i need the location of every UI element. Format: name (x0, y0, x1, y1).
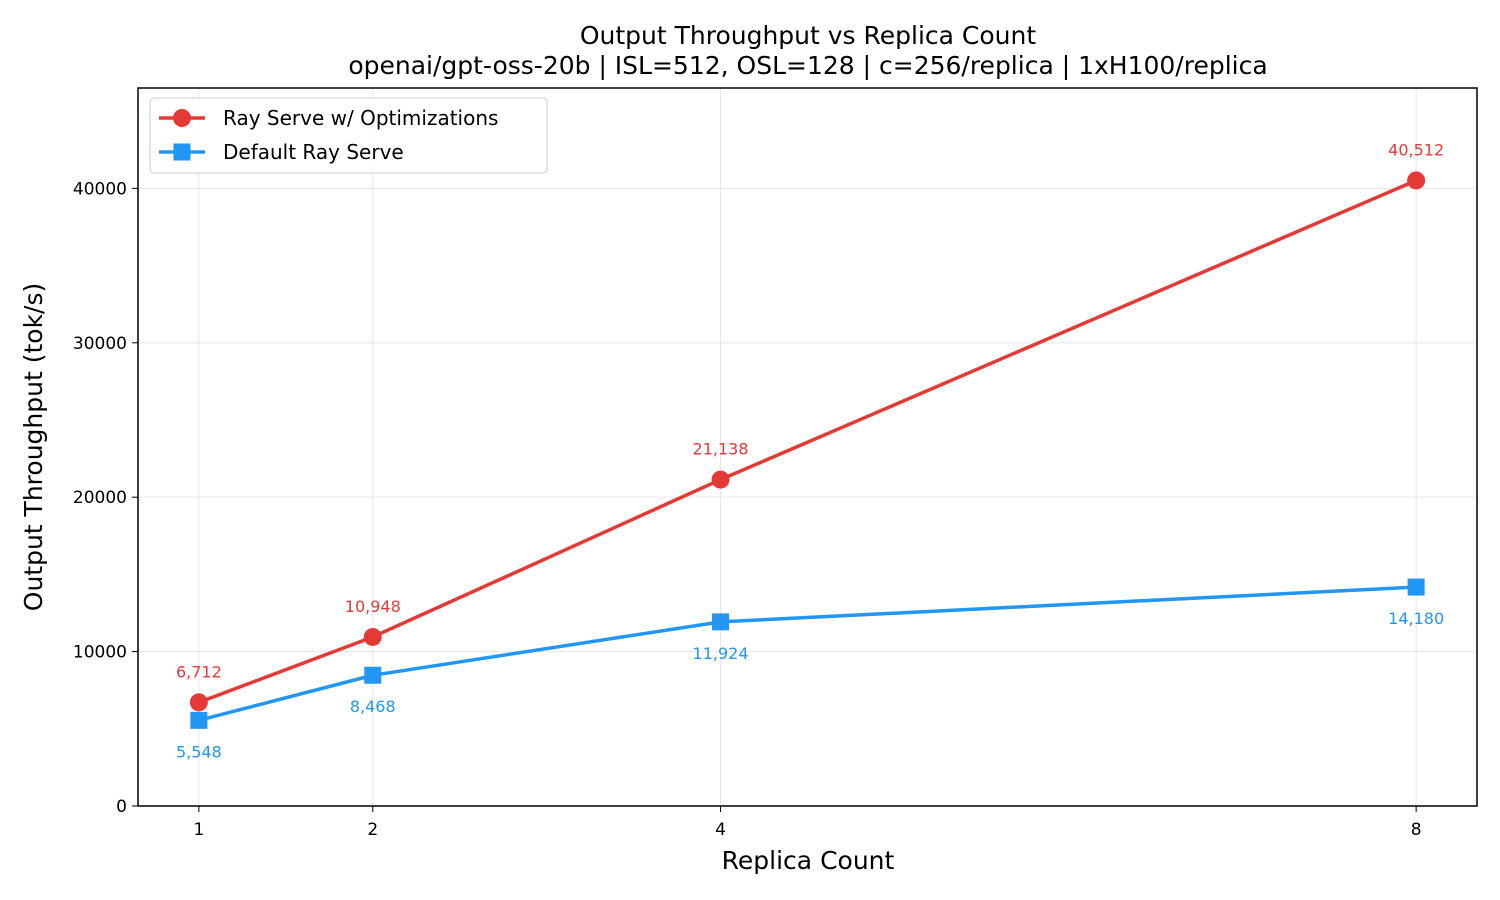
data-label: 8,468 (350, 697, 396, 716)
x-tick-label: 4 (715, 820, 726, 840)
x-axis-ticks: 1 2 4 8 (193, 806, 1422, 840)
y-tick-label: 10000 (73, 643, 127, 663)
legend-label: Default Ray Serve (223, 140, 404, 164)
legend: Ray Serve w/ Optimizations Default Ray Se… (149, 97, 548, 174)
chart-title: Output Throughput vs Replica Count (580, 21, 1037, 50)
x-tick-label: 2 (367, 820, 378, 840)
legend-box (149, 97, 548, 174)
chart-subtitle: openai/gpt-oss-20b | ISL=512, OSL=128 | … (348, 51, 1267, 80)
y-axis-label: Output Throughput (tok/s) (19, 283, 48, 611)
y-tick-label: 20000 (73, 488, 127, 508)
plot-area-frame (137, 87, 1478, 807)
legend-marker (173, 109, 191, 127)
data-point (189, 693, 208, 712)
y-axis-ticks: 0 10000 20000 30000 40000 (73, 179, 138, 817)
data-label: 6,712 (176, 662, 222, 681)
y-tick-label: 40000 (73, 179, 127, 199)
data-labels: 6,712 10,948 21,138 40,512 5,548 8,468 11,924 1… (176, 140, 1444, 761)
data-point (1407, 171, 1426, 190)
series-lines (189, 171, 1426, 729)
x-tick-label: 8 (1411, 820, 1422, 840)
data-point (1407, 578, 1425, 596)
x-axis-label: Replica Count (722, 846, 895, 875)
x-tick-label: 1 (193, 820, 204, 840)
legend-label: Ray Serve w/ Optimizations (223, 106, 498, 130)
data-point (363, 627, 382, 646)
series-line-2 (197, 585, 1418, 723)
grid-lines (138, 88, 1477, 807)
data-label: 40,512 (1388, 140, 1444, 159)
data-label: 14,180 (1388, 609, 1444, 628)
data-label: 11,924 (693, 644, 749, 663)
y-tick-label: 30000 (73, 334, 127, 354)
y-tick-label: 0 (116, 797, 127, 817)
data-point (364, 666, 382, 684)
legend-marker (173, 143, 191, 161)
data-label: 10,948 (345, 597, 401, 616)
data-point (712, 613, 730, 631)
data-point (190, 711, 208, 729)
series-line-1 (197, 178, 1418, 705)
data-label: 5,548 (176, 742, 222, 761)
data-point (711, 470, 730, 489)
data-label: 21,138 (693, 440, 749, 459)
